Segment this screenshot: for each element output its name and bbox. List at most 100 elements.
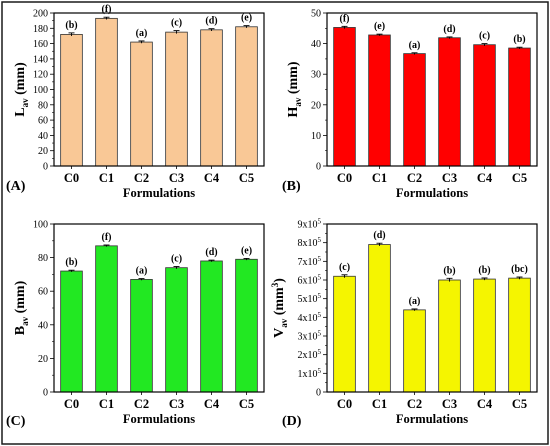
x-tick-label: C1 <box>372 171 387 185</box>
x-tick-label: C4 <box>477 171 493 185</box>
bar <box>130 279 153 393</box>
panel-label: (B) <box>282 179 301 194</box>
y-tick-label: 6x105 <box>298 274 322 287</box>
bar <box>165 267 188 393</box>
y-tick-label: 100 <box>33 220 48 231</box>
data-label: (bc) <box>511 264 528 275</box>
y-tick-label: 40 <box>38 131 48 142</box>
y-tick-label: 30 <box>311 70 321 81</box>
chart-panel-d: (c) C0 (d) C1 (a) C2 (b) C3 (b) C4 (bc) C5 0 1x105 2x1… <box>270 218 538 429</box>
x-tick-label: C3 <box>169 171 184 185</box>
data-label: (c) <box>479 31 490 42</box>
x-tick-label: C3 <box>442 397 457 411</box>
bar <box>403 309 426 393</box>
y-tick-label: 1x105 <box>298 367 322 380</box>
bar <box>200 29 223 167</box>
chart-panel-c: (b) C0 (f) C1 (a) C2 (c) C3 (d) C4 (e) C5 0 20 40 60 80 1… <box>6 220 265 429</box>
y-tick-label: 20 <box>38 354 48 365</box>
bar <box>368 34 391 167</box>
data-label: (f) <box>340 13 350 24</box>
data-label: (e) <box>374 21 385 32</box>
y-tick-label: 40 <box>311 39 321 50</box>
y-tick-label: 0 <box>316 162 321 173</box>
y-tick-label: 4x105 <box>298 311 322 324</box>
y-axis-label: Hav (mm) <box>286 61 303 117</box>
y-tick-label: 80 <box>38 253 48 264</box>
x-tick-label: C3 <box>169 397 184 411</box>
x-tick-label: C5 <box>512 397 527 411</box>
y-tick-label: 120 <box>33 70 48 81</box>
x-tick-label: C0 <box>337 171 352 185</box>
data-label: (e) <box>241 13 252 24</box>
bar <box>508 277 531 393</box>
x-tick-label: C4 <box>204 397 220 411</box>
x-axis-label: Formulations <box>396 186 468 200</box>
y-tick-label: 140 <box>33 54 48 65</box>
data-label: (c) <box>171 18 182 29</box>
y-tick-label: 50 <box>311 9 321 20</box>
y-tick-label: 3x105 <box>298 330 322 343</box>
y-tick-label: 60 <box>38 116 48 127</box>
data-label: (b) <box>513 34 525 45</box>
x-tick-label: C0 <box>64 171 79 185</box>
y-tick-label: 20 <box>38 146 48 157</box>
data-label: (b) <box>65 20 77 31</box>
x-tick-label: C4 <box>477 397 493 411</box>
chart-panel-b: (f) C0 (e) C1 (a) C2 (d) C3 (c) C4 (b) C5 0 10 20 30 40 5… <box>282 9 538 200</box>
bar <box>60 34 83 167</box>
y-axis-label: Lav (mm) <box>13 62 30 117</box>
data-label: (f) <box>102 4 112 15</box>
data-label: (a) <box>136 28 148 39</box>
bar <box>438 279 461 393</box>
y-tick-label: 160 <box>33 39 48 50</box>
x-tick-label: C2 <box>134 397 149 411</box>
x-tick-label: C2 <box>407 397 422 411</box>
y-tick-label: 7x105 <box>298 255 322 268</box>
y-tick-label: 200 <box>33 9 48 20</box>
x-tick-label: C1 <box>99 171 114 185</box>
y-tick-label: 20 <box>311 100 321 111</box>
x-axis-label: Formulations <box>123 412 195 426</box>
plot-frame <box>53 223 265 393</box>
panel-label: (D) <box>282 414 302 429</box>
y-tick-label: 100 <box>33 85 48 96</box>
data-label: (d) <box>373 230 385 241</box>
bar <box>333 27 356 167</box>
data-label: (a) <box>409 40 421 51</box>
y-tick-label: 0 <box>43 162 48 173</box>
y-axis-label: Vav (mm3) <box>270 278 289 338</box>
y-tick-label: 2x105 <box>298 348 322 361</box>
data-label: (d) <box>443 24 455 35</box>
bar <box>508 47 531 167</box>
y-tick-label: 40 <box>38 320 48 331</box>
y-axis-label: Bav (mm) <box>13 280 30 335</box>
data-label: (b) <box>65 257 77 268</box>
y-tick-label: 8x105 <box>298 236 322 249</box>
data-label: (c) <box>339 262 350 273</box>
bar <box>235 26 258 167</box>
x-tick-label: C3 <box>442 171 457 185</box>
bar <box>473 278 496 393</box>
y-tick-label: 0 <box>43 388 48 399</box>
x-tick-label: C1 <box>372 397 387 411</box>
x-axis-label: Formulations <box>123 186 195 200</box>
x-tick-label: C4 <box>204 171 220 185</box>
chart-panel-a: (b) C0 (f) C1 (a) C2 (c) C3 (d) C4 (e) C5 0 20 40 60 80 1… <box>6 4 265 200</box>
data-label: (b) <box>443 265 455 276</box>
x-tick-label: C0 <box>337 397 352 411</box>
data-label: (e) <box>241 245 252 256</box>
x-axis-label: Formulations <box>396 412 468 426</box>
bar <box>165 31 188 167</box>
data-label: (b) <box>478 265 490 276</box>
y-tick-label: 5x105 <box>298 292 322 305</box>
bar <box>438 37 461 167</box>
y-tick-label: 0 <box>316 388 321 399</box>
bar <box>130 41 153 167</box>
x-tick-label: C5 <box>239 397 254 411</box>
data-label: (a) <box>136 266 148 277</box>
bar <box>368 244 391 393</box>
y-tick-label: 60 <box>38 287 48 298</box>
data-label: (d) <box>205 16 217 27</box>
bar <box>95 245 118 393</box>
